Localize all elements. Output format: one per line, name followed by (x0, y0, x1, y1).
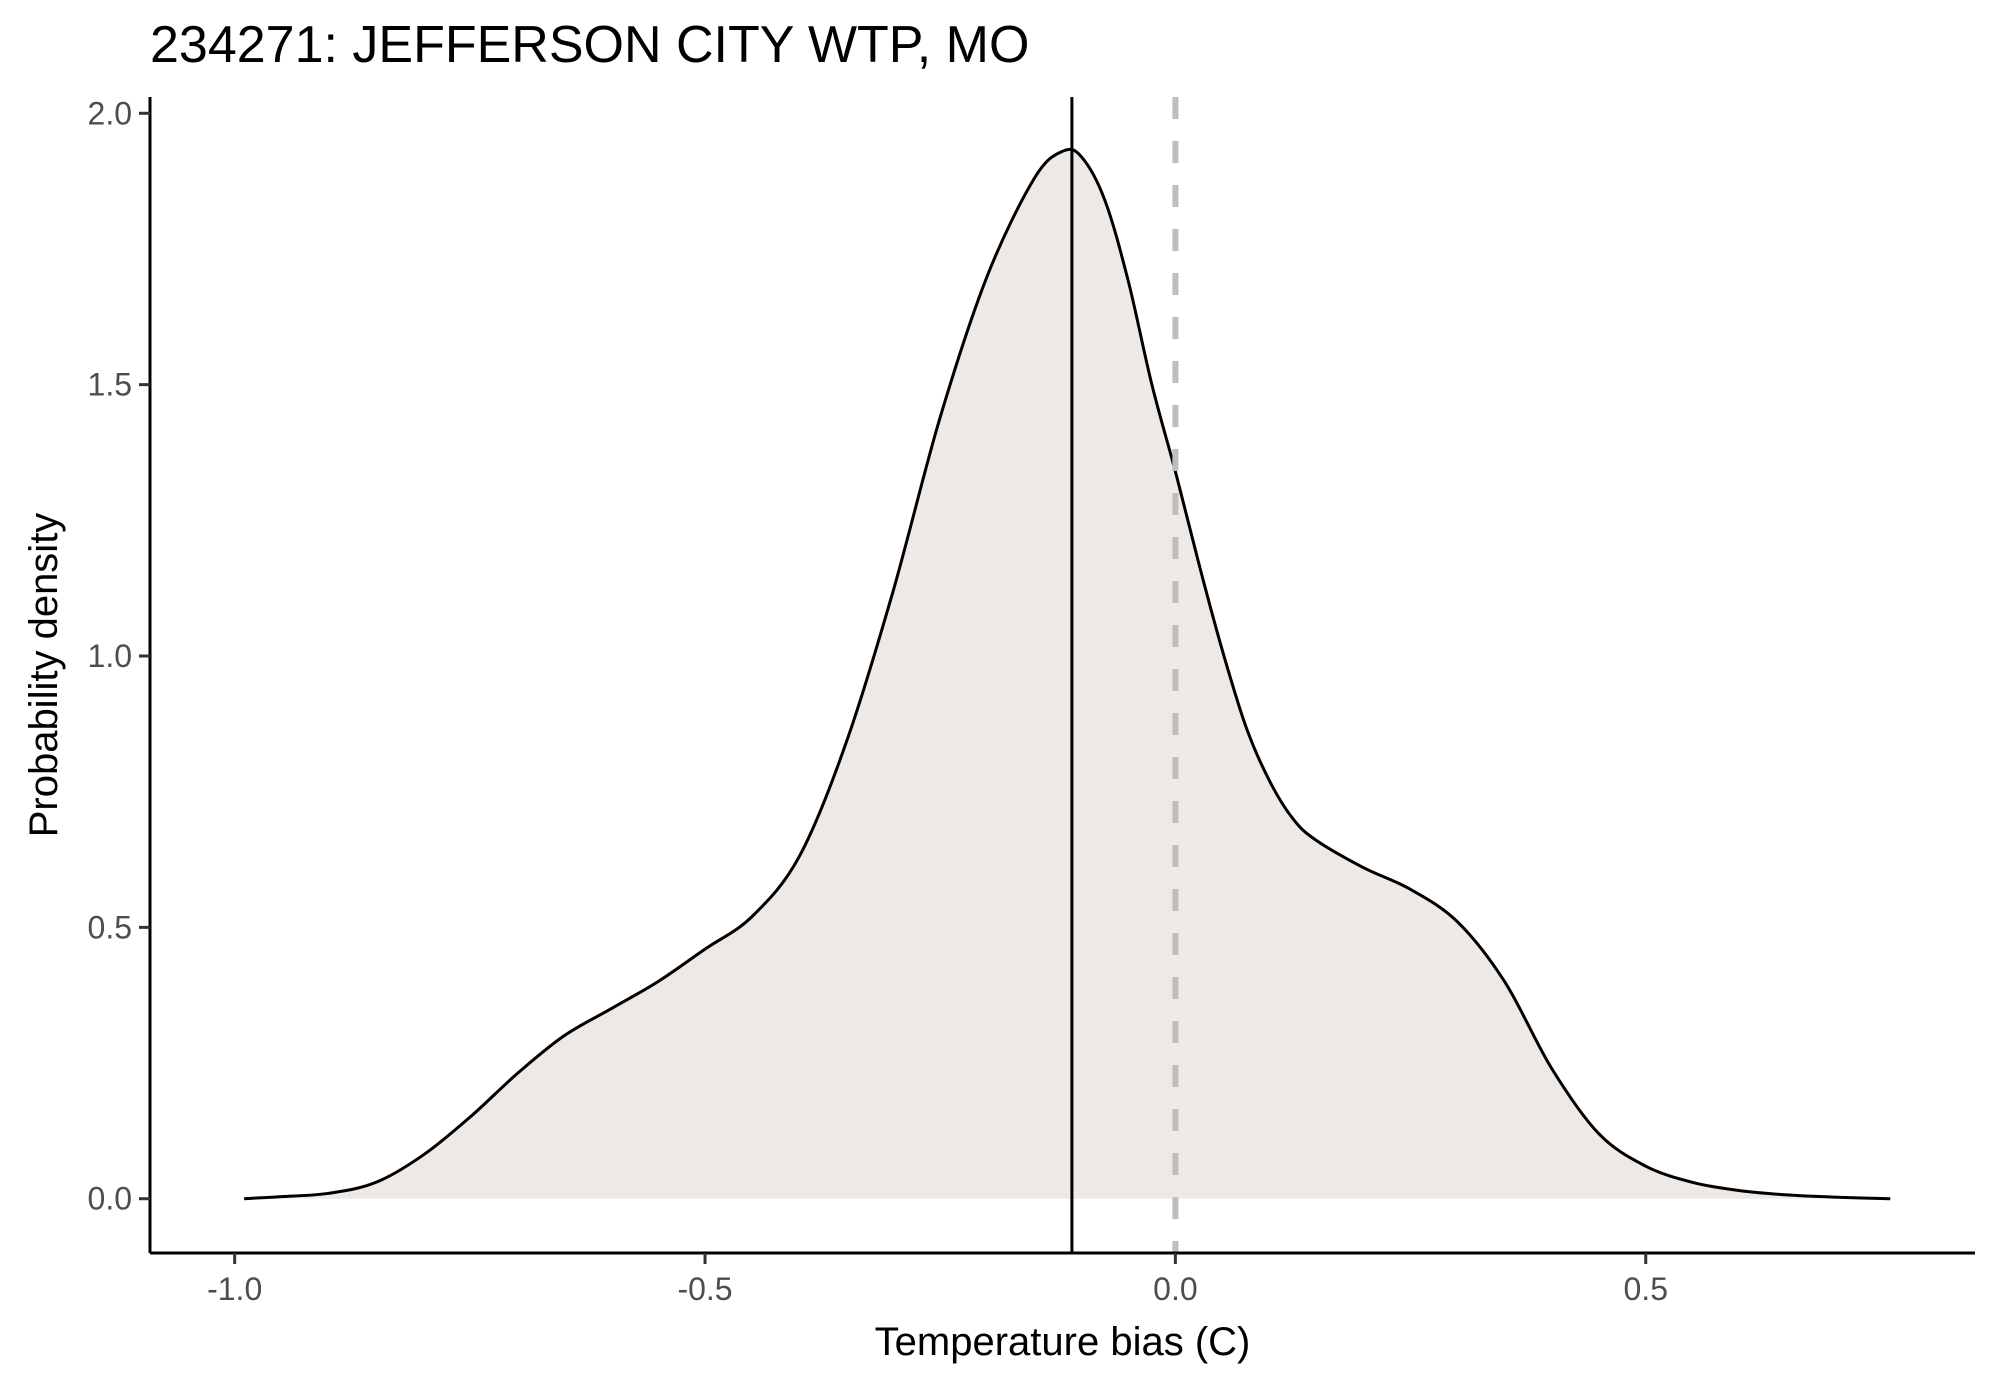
chart-title: 234271: JEFFERSON CITY WTP, MO (150, 16, 1029, 74)
density-area (244, 149, 1891, 1199)
y-tick-label: 0.5 (88, 909, 132, 945)
y-tick-label: 1.0 (88, 638, 132, 674)
density-line (244, 147, 1891, 1201)
y-tick-label: 0.0 (88, 1181, 132, 1217)
y-tick-label: 2.0 (88, 95, 132, 131)
x-tick-label: 0.0 (1153, 1271, 1197, 1307)
x-tick-label: -0.5 (677, 1271, 732, 1307)
x-tick-label: 0.5 (1624, 1271, 1668, 1307)
y-axis-title: Probability density (22, 513, 66, 838)
plot-panel: -1.0 -0.5 0.0 0.5 0.0 0.5 1.0 1.5 2.0 (88, 95, 1975, 1307)
x-tick-label: -1.0 (207, 1271, 262, 1307)
y-tick-label: 1.5 (88, 367, 132, 403)
x-axis-title: Temperature bias (C) (875, 1320, 1251, 1364)
